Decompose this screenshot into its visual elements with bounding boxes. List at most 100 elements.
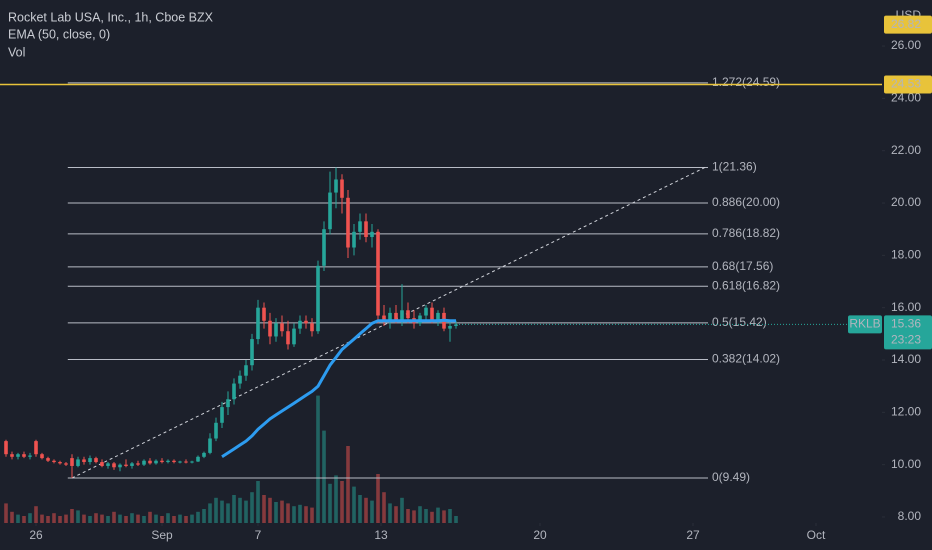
- candle-body: [274, 323, 278, 337]
- y-tick-label: 16.00: [891, 300, 921, 314]
- volume-bar: [298, 504, 302, 523]
- candle-body: [448, 325, 452, 329]
- volume-bar: [202, 509, 206, 523]
- volume-bar: [112, 511, 116, 523]
- x-tick-label: 7: [255, 528, 262, 542]
- volume-bar: [310, 507, 314, 523]
- x-tick-label: Sep: [151, 528, 173, 542]
- volume-bar: [28, 513, 32, 523]
- last-price-label: 15.36: [891, 317, 921, 331]
- volume-bar: [16, 514, 20, 523]
- candle-body: [22, 454, 26, 457]
- candle-body: [40, 454, 44, 459]
- candle-body: [304, 320, 308, 324]
- candle-body: [328, 192, 332, 230]
- y-tick-label: 22.00: [891, 143, 921, 157]
- volume-bar: [394, 506, 398, 523]
- fib-label: 0.382(14.02): [712, 352, 780, 366]
- volume-bar: [82, 514, 86, 523]
- price-tag: [884, 15, 932, 34]
- y-tick-label: 18.00: [891, 248, 921, 262]
- candle-body: [106, 463, 110, 466]
- volume-bar: [184, 516, 188, 523]
- volume-bar: [220, 500, 224, 523]
- fib-label: 0.786(18.82): [712, 226, 780, 240]
- candle-body: [28, 455, 32, 457]
- candle-body: [436, 312, 440, 321]
- y-tick-label: 10.00: [891, 457, 921, 471]
- candle-body: [334, 179, 338, 193]
- fib-label: 0.618(16.82): [712, 278, 780, 292]
- volume-bar: [406, 509, 410, 523]
- candle-body: [214, 422, 218, 439]
- fib-label: 0.68(17.56): [712, 259, 773, 273]
- candle-body: [256, 307, 260, 340]
- candle-body: [220, 407, 224, 423]
- candle-body: [286, 331, 290, 345]
- candle-body: [76, 459, 80, 466]
- volume-bar: [304, 506, 308, 523]
- candle-body: [148, 460, 152, 464]
- volume-bar: [58, 516, 62, 523]
- candle-body: [346, 197, 350, 248]
- volume-bar: [52, 513, 56, 523]
- candle-body: [298, 320, 302, 329]
- volume-bar: [70, 509, 74, 523]
- volume-bar: [376, 474, 380, 523]
- volume-bar: [94, 513, 98, 523]
- candle-body: [160, 460, 164, 463]
- x-tick-label: 20: [533, 528, 547, 542]
- volume-bar: [250, 492, 254, 523]
- volume-bar: [292, 506, 296, 523]
- volume-bar: [208, 503, 212, 523]
- candle-body: [208, 438, 212, 453]
- symbol-label: RKLB: [849, 317, 880, 331]
- volume-bar: [196, 511, 200, 523]
- candle-body: [100, 462, 104, 466]
- candle-body: [376, 231, 380, 316]
- volume-bar: [274, 502, 278, 523]
- volume-bar: [316, 395, 320, 523]
- candle-body: [82, 459, 86, 463]
- x-tick-label: Oct: [807, 528, 826, 542]
- symbol-tag: [848, 315, 882, 334]
- volume-bar: [364, 497, 368, 523]
- candle-body: [124, 464, 128, 466]
- volume-bar: [124, 516, 128, 523]
- volume-bar: [436, 507, 440, 523]
- candle-body: [226, 399, 230, 408]
- candle-body: [292, 328, 296, 345]
- candle-body: [58, 462, 62, 464]
- candle-body: [52, 460, 56, 463]
- candle-body: [166, 460, 170, 463]
- volume-bar: [40, 514, 44, 523]
- candle-body: [196, 456, 200, 462]
- candle-body: [202, 452, 206, 457]
- volume-bar: [142, 516, 146, 523]
- price-tag: [884, 75, 932, 94]
- volume-bar: [226, 503, 230, 523]
- candle-body: [280, 323, 284, 332]
- volume-bar: [100, 514, 104, 523]
- fib-label: 0.886(20.00): [712, 195, 780, 209]
- volume-bar: [442, 510, 446, 523]
- candle-body: [172, 460, 176, 463]
- candle-body: [70, 458, 74, 466]
- price-tag-label: 24.53: [891, 77, 921, 91]
- volume-bar: [346, 446, 350, 523]
- volume-bar: [244, 500, 248, 523]
- volume-bar: [268, 497, 272, 523]
- volume-bar: [358, 495, 362, 523]
- candle-body: [370, 231, 374, 238]
- volume-bar: [118, 514, 122, 523]
- candle-body: [238, 375, 242, 384]
- candle-body: [136, 463, 140, 465]
- volume-bar: [286, 503, 290, 523]
- candle-body: [454, 324, 458, 326]
- volume-bar: [448, 509, 452, 523]
- candle-body: [154, 460, 158, 464]
- volume-bar: [130, 513, 134, 523]
- candle-body: [394, 312, 398, 321]
- volume-bar: [190, 514, 194, 523]
- candle-body: [232, 383, 236, 400]
